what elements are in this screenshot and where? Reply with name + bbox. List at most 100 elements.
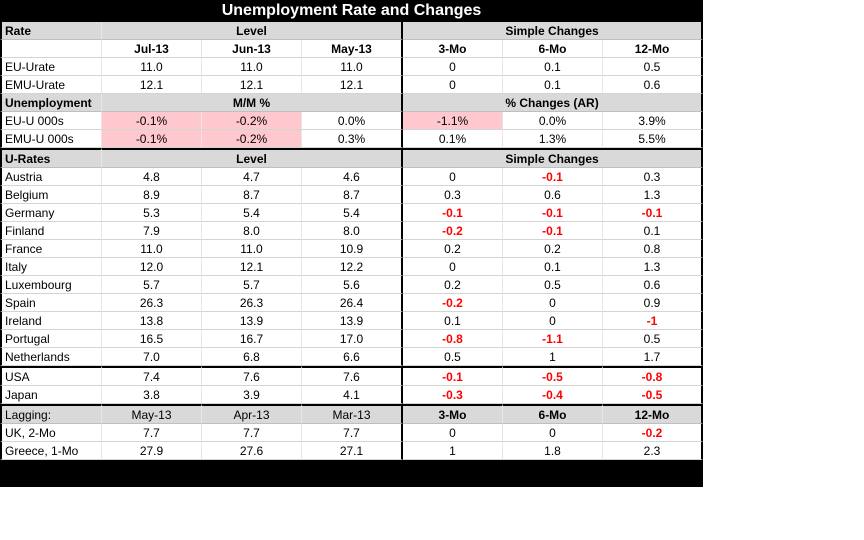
value-cell: 1.8 <box>503 442 604 460</box>
table-row: UK, 2-Mo 7.7 7.7 7.7 0 0 -0.2 <box>0 424 704 442</box>
value-cell: 13.9 <box>302 312 404 330</box>
value-cell: -0.1 <box>503 222 604 240</box>
value-cell: 0 <box>503 312 604 330</box>
value-cell: 4.7 <box>202 168 302 186</box>
value-cell: 8.7 <box>302 186 404 204</box>
value-cell: -0.8 <box>603 366 704 386</box>
value-cell: 12.0 <box>102 258 202 276</box>
row-label: Netherlands <box>0 348 102 366</box>
footer-bar <box>0 460 703 487</box>
value-cell: 0.3 <box>603 168 704 186</box>
unemployment-section-label: Unemployment <box>0 94 102 112</box>
value-cell: -0.1% <box>102 130 202 148</box>
table-row: Germany 5.3 5.4 5.4 -0.1 -0.1 -0.1 <box>0 204 704 222</box>
row-label: France <box>0 240 102 258</box>
row-label: Austria <box>0 168 102 186</box>
value-cell: 7.7 <box>102 424 202 442</box>
value-cell: 0.2 <box>403 240 504 258</box>
row-label: Belgium <box>0 186 102 204</box>
table-row: EMU-U 000s -0.1% -0.2% 0.3% 0.1% 1.3% 5.5% <box>0 130 704 148</box>
value-cell: 0.1% <box>403 130 504 148</box>
value-cell: -0.2 <box>403 294 504 312</box>
value-cell: 27.9 <box>102 442 202 460</box>
value-cell: 7.4 <box>102 366 202 386</box>
value-cell: 0.9 <box>603 294 704 312</box>
value-cell: -1.1 <box>503 330 604 348</box>
column-header: May-13 <box>302 40 403 58</box>
row-label: Finland <box>0 222 102 240</box>
value-cell: -0.4 <box>503 386 604 404</box>
value-cell: -0.1 <box>603 204 704 222</box>
value-cell: -1 <box>603 312 704 330</box>
value-cell: 0.6 <box>603 76 704 94</box>
value-cell: -0.1% <box>102 112 202 130</box>
row-label: USA <box>0 366 102 386</box>
value-cell: 7.0 <box>102 348 202 366</box>
value-cell: -0.2% <box>202 112 302 130</box>
column-header: 3-Mo <box>403 404 504 424</box>
table-title: Unemployment Rate and Changes <box>0 0 704 22</box>
value-cell: 8.9 <box>102 186 202 204</box>
table-row: Greece, 1-Mo 27.9 27.6 27.1 1 1.8 2.3 <box>0 442 704 460</box>
value-cell: 0.3% <box>302 130 404 148</box>
value-cell: 0.8 <box>603 240 704 258</box>
table-row: USA 7.4 7.6 7.6 -0.1 -0.5 -0.8 <box>0 366 704 386</box>
row-label: UK, 2-Mo <box>0 424 102 442</box>
value-cell: 27.6 <box>202 442 302 460</box>
rate-section-label: Rate <box>0 22 102 40</box>
table-row: Italy 12.0 12.1 12.2 0 0.1 1.3 <box>0 258 704 276</box>
column-header: 12-Mo <box>603 404 704 424</box>
value-cell: 4.8 <box>102 168 202 186</box>
table-row: Japan 3.8 3.9 4.1 -0.3 -0.4 -0.5 <box>0 386 704 404</box>
value-cell: 0.5 <box>503 276 604 294</box>
value-cell: 11.0 <box>302 58 403 76</box>
value-cell: 11.0 <box>102 58 202 76</box>
value-cell: -0.2 <box>603 424 704 442</box>
value-cell: 0 <box>403 58 503 76</box>
value-cell: 12.1 <box>102 76 202 94</box>
value-cell: 4.6 <box>302 168 404 186</box>
value-cell: 1.3% <box>503 130 604 148</box>
column-header: Jul-13 <box>102 40 202 58</box>
value-cell: 0 <box>503 424 604 442</box>
urates-level-header: Level <box>102 148 404 168</box>
value-cell: 8.0 <box>202 222 302 240</box>
lagging-section-label: Lagging: <box>0 404 102 424</box>
table-row: Ireland 13.8 13.9 13.9 0.1 0 -1 <box>0 312 704 330</box>
value-cell: 0.1 <box>503 258 604 276</box>
value-cell: 3.9% <box>603 112 704 130</box>
value-cell: 0.5 <box>603 58 704 76</box>
value-cell: 8.7 <box>202 186 302 204</box>
value-cell: 7.6 <box>202 366 302 386</box>
row-label: Luxembourg <box>0 276 102 294</box>
value-cell: 26.3 <box>102 294 202 312</box>
column-header: 6-Mo <box>503 404 604 424</box>
value-cell: -0.8 <box>403 330 504 348</box>
value-cell: 12.1 <box>202 76 302 94</box>
table-row: Spain 26.3 26.3 26.4 -0.2 0 0.9 <box>0 294 704 312</box>
value-cell: -0.1 <box>403 204 504 222</box>
value-cell: 0.6 <box>603 276 704 294</box>
value-cell: 0.1 <box>603 222 704 240</box>
value-cell: 27.1 <box>302 442 404 460</box>
column-header: Apr-13 <box>202 404 302 424</box>
blank-cell <box>0 40 102 58</box>
row-label: Italy <box>0 258 102 276</box>
value-cell: 5.7 <box>102 276 202 294</box>
value-cell: 11.0 <box>202 58 302 76</box>
value-cell: 1.3 <box>603 258 704 276</box>
level-header: Level <box>102 22 403 40</box>
value-cell: -0.2% <box>202 130 302 148</box>
value-cell: 0.1 <box>503 58 603 76</box>
table-row: Austria 4.8 4.7 4.6 0 -0.1 0.3 <box>0 168 704 186</box>
value-cell: 6.8 <box>202 348 302 366</box>
value-cell: 0.6 <box>503 186 604 204</box>
value-cell: 0 <box>503 294 604 312</box>
column-header: Mar-13 <box>302 404 404 424</box>
value-cell: 0.1 <box>503 76 603 94</box>
value-cell: 0 <box>403 168 504 186</box>
value-cell: 7.7 <box>302 424 404 442</box>
value-cell: 5.5% <box>603 130 704 148</box>
value-cell: 3.9 <box>202 386 302 404</box>
column-header: May-13 <box>102 404 202 424</box>
